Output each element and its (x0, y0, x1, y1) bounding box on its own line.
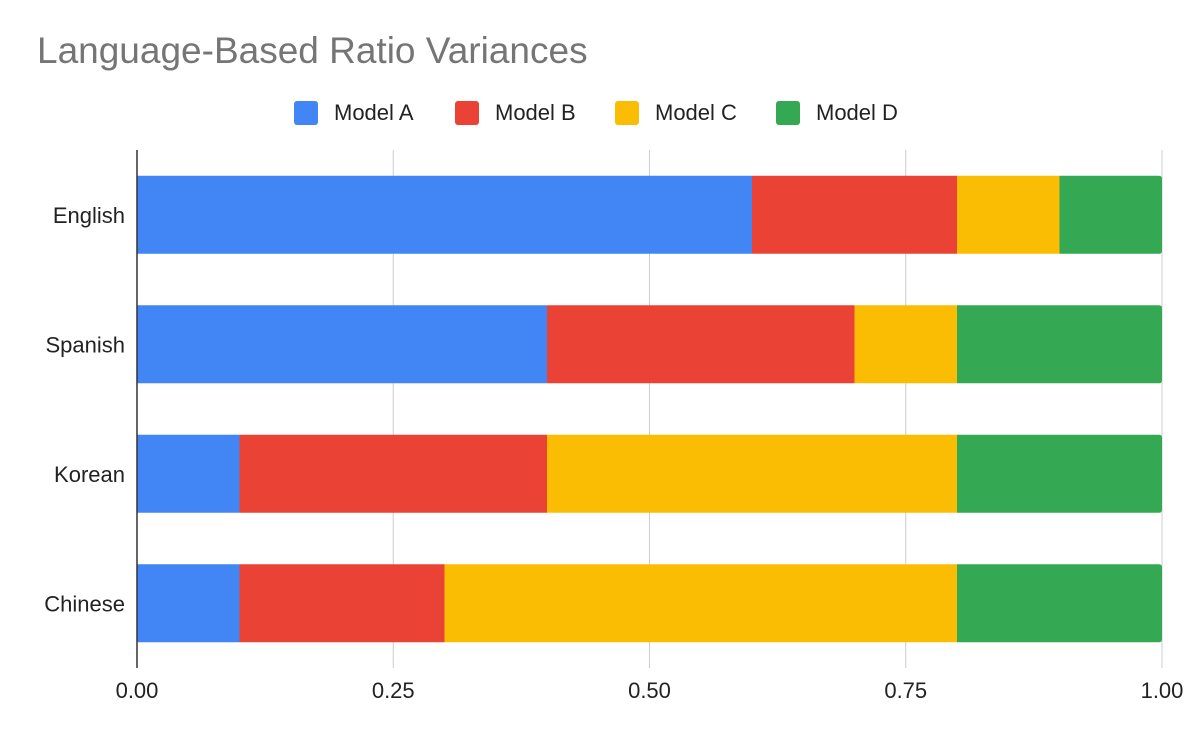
legend-label-model-c: Model C (655, 100, 737, 125)
bar-spanish-model-a (137, 305, 547, 384)
chart-title: Language-Based Ratio Variances (37, 30, 588, 71)
bar-english-model-a (137, 175, 752, 254)
x-tick-label: 0.00 (116, 678, 159, 703)
legend-item-model-c: Model C (615, 96, 737, 130)
x-tick-label: 0.50 (628, 678, 671, 703)
legend-item-model-a: Model A (294, 96, 414, 130)
legend-swatch-model-a (294, 101, 318, 125)
bars (137, 175, 1162, 643)
bar-spanish-model-b (547, 305, 855, 384)
bar-english-model-c (957, 175, 1060, 254)
bar-chinese-model-b (239, 564, 445, 643)
x-tick-label: 1.00 (1141, 678, 1184, 703)
x-tick-label: 0.75 (884, 678, 927, 703)
bar-spanish-model-d (957, 305, 1162, 384)
bar-spanish-model-c (854, 305, 957, 384)
y-tick-label-korean: Korean (54, 462, 125, 487)
y-tick-label-spanish: Spanish (45, 332, 125, 357)
y-tick-label-english: English (53, 203, 125, 228)
legend-swatch-model-c (615, 101, 639, 125)
legend: Model A Model B Model C Model D (0, 96, 1200, 130)
bar-english-model-d (1059, 175, 1162, 254)
y-tick-label-chinese: Chinese (44, 591, 125, 616)
legend-label-model-d: Model D (816, 100, 898, 125)
bar-korean-model-c (547, 434, 957, 513)
bar-english-model-b (752, 175, 957, 254)
bar-korean-model-b (239, 434, 547, 513)
legend-label-model-b: Model B (495, 100, 576, 125)
bar-korean-model-d (957, 434, 1162, 513)
legend-swatch-model-b (455, 101, 479, 125)
bar-chinese-model-c (444, 564, 957, 643)
bar-chinese-model-d (957, 564, 1162, 643)
bar-korean-model-a (137, 434, 240, 513)
legend-label-model-a: Model A (334, 100, 414, 125)
legend-item-model-b: Model B (455, 96, 576, 130)
bar-chinese-model-a (137, 564, 240, 643)
legend-swatch-model-d (776, 101, 800, 125)
legend-item-model-d: Model D (776, 96, 898, 130)
x-tick-label: 0.25 (372, 678, 415, 703)
